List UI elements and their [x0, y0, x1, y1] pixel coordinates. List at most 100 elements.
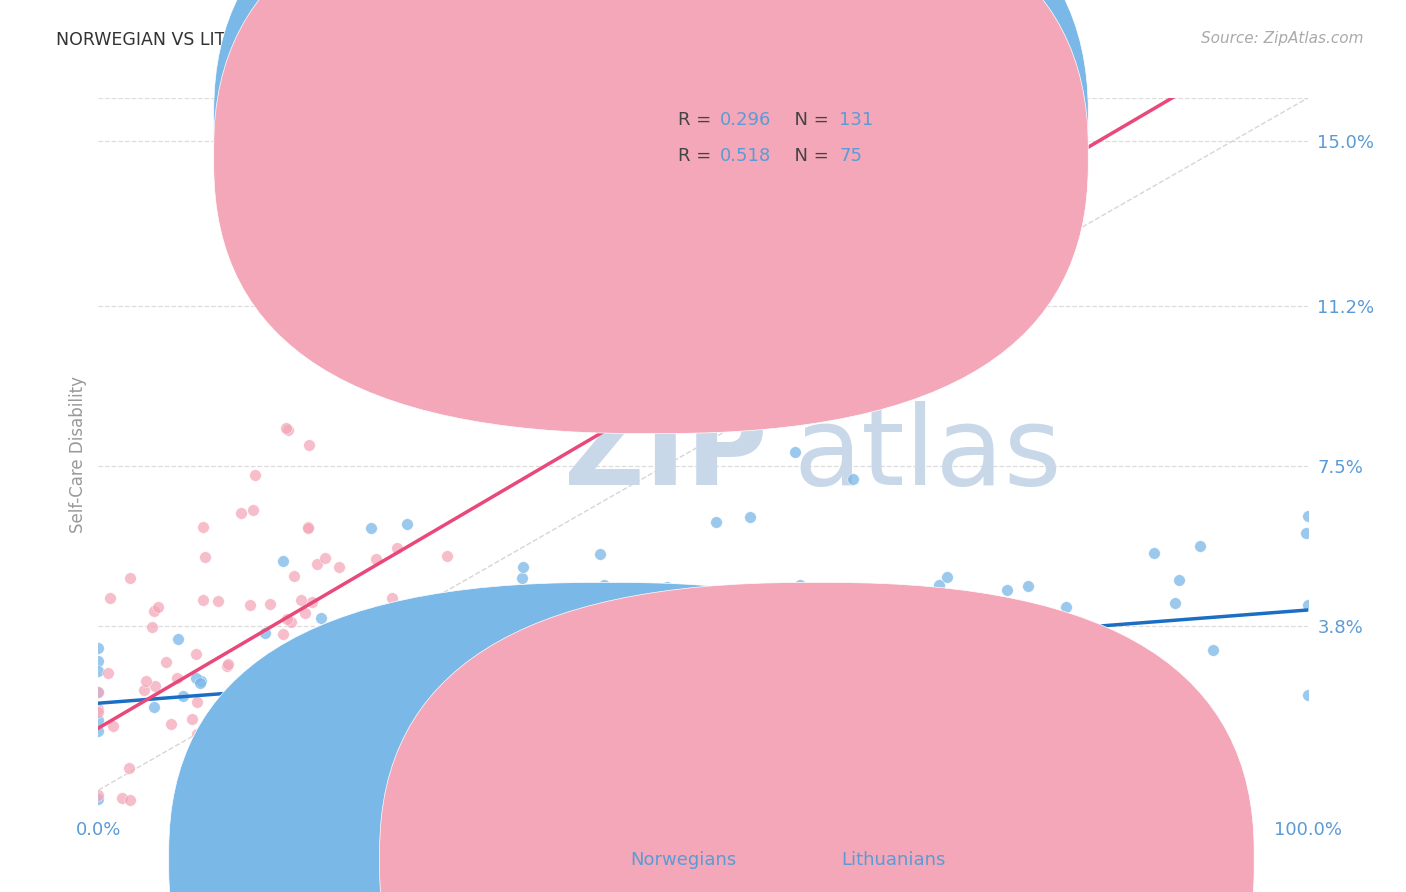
Point	[569, 738, 592, 752]
Point	[297, 521, 319, 535]
Point	[935, 570, 957, 584]
Point	[217, 657, 239, 672]
Point	[277, 656, 299, 670]
Point	[977, 653, 1000, 667]
Text: N =: N =	[783, 112, 835, 129]
Point	[87, 714, 110, 728]
Point	[87, 641, 110, 656]
Point	[335, 641, 357, 656]
Point	[436, 549, 458, 563]
Point	[946, 607, 969, 621]
Point	[1007, 629, 1029, 643]
Point	[946, 599, 969, 614]
Point	[1296, 688, 1319, 702]
Point	[273, 770, 295, 784]
Point	[557, 701, 579, 715]
Point	[273, 627, 295, 641]
Point	[942, 609, 965, 624]
Point	[768, 731, 790, 746]
Point	[477, 764, 499, 779]
Point	[464, 624, 486, 638]
Point	[526, 665, 548, 679]
Point	[221, 717, 243, 731]
Point	[120, 571, 142, 585]
Point	[1143, 546, 1166, 560]
Point	[605, 646, 627, 660]
Point	[301, 595, 323, 609]
Point	[278, 650, 301, 665]
Point	[143, 826, 166, 840]
Point	[492, 694, 515, 708]
Text: Source: ZipAtlas.com: Source: ZipAtlas.com	[1201, 31, 1364, 46]
Point	[505, 605, 527, 619]
Point	[995, 582, 1018, 597]
Point	[1164, 596, 1187, 610]
Point	[148, 600, 170, 615]
Text: 0.518: 0.518	[720, 147, 770, 165]
Point	[835, 640, 858, 655]
Point	[87, 826, 110, 840]
Point	[789, 577, 811, 591]
Point	[267, 666, 290, 681]
Point	[194, 550, 217, 565]
Point	[593, 578, 616, 592]
Text: ZIP: ZIP	[564, 401, 768, 508]
Point	[702, 598, 724, 612]
Point	[773, 611, 796, 625]
Point	[118, 761, 141, 775]
Point	[841, 472, 863, 486]
Point	[756, 705, 779, 719]
Point	[875, 659, 897, 673]
Point	[239, 598, 262, 612]
Point	[780, 764, 803, 778]
Point	[87, 826, 110, 840]
Point	[101, 719, 124, 733]
Point	[699, 367, 721, 381]
Point	[350, 632, 373, 646]
Point	[488, 665, 510, 679]
Point	[167, 632, 190, 646]
Point	[166, 671, 188, 685]
Point	[307, 557, 329, 571]
Point	[1188, 539, 1211, 553]
Point	[309, 611, 332, 625]
Point	[475, 639, 498, 653]
Text: NORWEGIAN VS LITHUANIAN SELF-CARE DISABILITY CORRELATION CHART: NORWEGIAN VS LITHUANIAN SELF-CARE DISABI…	[56, 31, 702, 49]
Point	[588, 547, 610, 561]
Point	[918, 701, 941, 715]
Point	[87, 685, 110, 699]
Point	[1126, 691, 1149, 706]
Point	[510, 789, 533, 804]
Point	[706, 515, 728, 529]
Point	[87, 702, 110, 716]
Point	[509, 762, 531, 776]
Point	[655, 707, 678, 722]
Point	[335, 713, 357, 727]
Point	[259, 597, 281, 611]
Point	[190, 673, 212, 688]
Point	[193, 593, 215, 607]
Point	[184, 647, 207, 661]
Point	[983, 599, 1005, 614]
Point	[928, 578, 950, 592]
Text: Lithuanians: Lithuanians	[841, 851, 945, 869]
Text: R =: R =	[678, 112, 717, 129]
Point	[613, 615, 636, 629]
Point	[87, 654, 110, 668]
Point	[734, 720, 756, 734]
Point	[191, 520, 214, 534]
Text: 131: 131	[839, 112, 873, 129]
Point	[396, 516, 419, 531]
Point	[347, 634, 370, 648]
Point	[207, 593, 229, 607]
Point	[186, 695, 208, 709]
Point	[292, 779, 315, 793]
Point	[172, 689, 194, 703]
Point	[297, 520, 319, 534]
Point	[271, 554, 294, 568]
Point	[1017, 579, 1039, 593]
Point	[186, 671, 208, 685]
Point	[211, 728, 233, 742]
Point	[247, 698, 270, 713]
Point	[360, 521, 382, 535]
